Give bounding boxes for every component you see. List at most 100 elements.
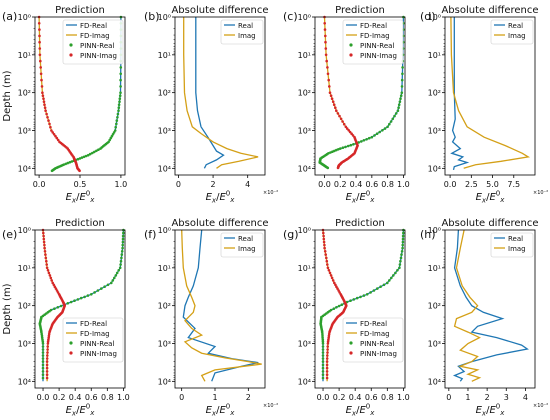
y-tick-label: 10¹ [158,264,171,273]
data-point [99,147,102,150]
legend-marker [69,351,73,355]
data-point [357,141,361,144]
data-point [348,130,352,134]
legend-box [490,19,534,45]
y-tick-label: 10³ [428,127,441,136]
data-point [121,237,125,241]
legend-label: Real [508,235,523,243]
y-tick-label: 10⁰ [158,226,171,235]
x-tick-label: 1 [465,393,470,402]
data-point [96,289,100,292]
data-point [325,373,329,377]
y-tick-label: 10⁰ [158,13,171,22]
data-point [322,234,325,238]
data-point [95,149,98,153]
legend-label: FD-Imag [80,32,110,40]
data-point [38,40,41,44]
data-point [41,357,45,360]
y-tick-label: 10³ [18,127,31,136]
data-point [109,136,113,140]
x-tick-label: 0.2 [333,393,346,402]
data-point [321,373,325,377]
data-point [64,162,67,166]
data-point [93,291,96,294]
data-point [399,256,403,260]
x-tick-label: 0.0 [37,393,50,402]
data-point [76,157,80,161]
legend-label: Imag [238,32,256,40]
data-point [396,109,400,112]
data-point [46,351,49,354]
data-point [324,253,328,256]
x-tick-label: 0.6 [365,180,378,189]
data-point [326,348,329,351]
data-point [56,306,60,309]
data-point [84,154,88,158]
data-point [40,85,44,88]
x-axis-label: Ex/E0x [476,190,506,205]
x-tick-label: 2 [485,393,490,402]
data-point [322,240,326,244]
data-point [329,151,332,154]
data-point [41,91,44,94]
data-point [326,166,330,170]
y-tick-label: 10⁰ [18,226,31,235]
data-point [40,78,43,82]
data-point [47,334,51,338]
legend: Real Imag [220,19,264,45]
data-point [331,279,335,282]
data-point [47,119,50,122]
x-scale-label: ×10⁻² [263,190,278,196]
data-point [323,28,327,31]
data-point [56,138,60,142]
data-point [401,234,405,238]
panel-title: Absolute difference [171,218,268,229]
data-point [48,274,52,277]
data-point [321,345,325,348]
y-tick-label: 10⁴ [18,164,31,173]
x-tick-label: 1 [212,393,217,402]
data-point [41,340,45,343]
data-point [115,122,118,126]
series-line-real [195,17,225,169]
data-point [43,103,46,106]
data-point [41,354,45,357]
data-point [335,148,338,152]
legend-label: FD-Imag [80,330,110,338]
y-tick-label: 10² [298,89,311,98]
data-point [329,94,333,97]
y-tick-label: 10⁴ [158,377,171,386]
data-point [396,269,399,272]
x-tick-label: 0.4 [350,180,363,189]
data-point [41,348,45,351]
data-point [45,112,48,116]
data-point [83,295,86,299]
legend-marker [349,53,353,57]
data-point [117,269,120,272]
data-point [334,106,337,109]
legend: Real Imag [490,19,534,45]
panel-letter: (f) [144,228,156,241]
series-dots-pinn-imag [41,228,66,380]
panel-e: (e) Prediction 10⁰ 10¹ 10² 10³ 10⁴ 0.0 0.2 0.4 0.6… [2,218,130,418]
data-point [70,160,74,163]
data-point [46,354,49,357]
data-point [330,97,334,100]
x-scale-label: ×10⁻² [263,403,278,409]
data-point [59,304,63,308]
data-point [38,28,41,31]
data-point [382,283,386,287]
legend-label: PINN-Imag [80,52,117,60]
data-point [400,85,404,88]
data-point [324,47,328,50]
data-point [324,40,327,44]
x-tick-label: 0.0 [444,180,457,189]
data-point [108,138,111,142]
data-point [41,366,45,370]
x-tick-label: 0.6 [85,393,98,402]
data-point [113,129,117,132]
data-point [327,269,331,272]
data-point [80,156,84,159]
